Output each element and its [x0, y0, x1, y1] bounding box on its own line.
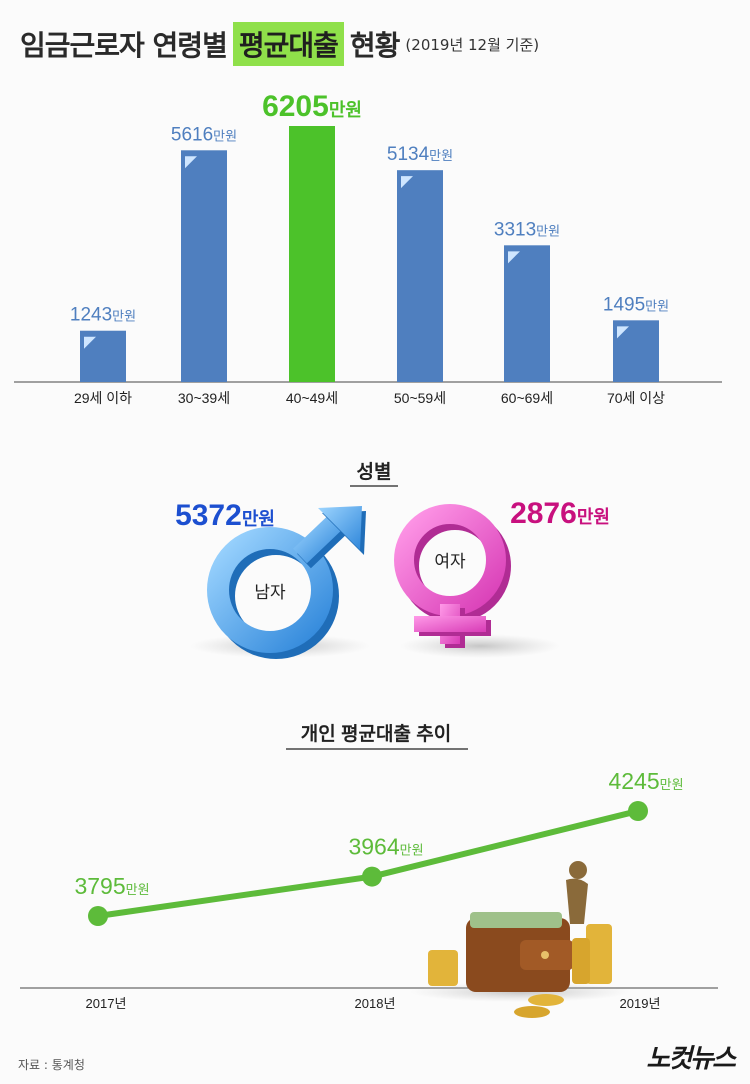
coin-stack-icon [428, 924, 612, 1018]
male-value-label: 5372만원 [175, 499, 275, 532]
news-logo: 노컷뉴스 [646, 1044, 736, 1074]
x-tick-label-1: 30~39세 [178, 390, 230, 406]
title-note: (2019년 12월 기준) [405, 35, 540, 54]
bar-shine-0 [84, 336, 96, 349]
trend-x-label-2: 2019년 [620, 996, 661, 1011]
title-suffix: 현황 [349, 29, 401, 62]
trend-value-label-0: 3795만원 [74, 873, 149, 899]
bar-shine-1 [185, 156, 197, 169]
trend-chart: 개인 평균대출 추이 3795만원 2017년 3964만원 2018년 4245만원 20… [20, 723, 718, 1011]
gender-title: 성별 [357, 461, 392, 483]
trend-point-0 [88, 906, 108, 926]
wallet-icon [466, 918, 570, 992]
bar-2 [289, 126, 335, 382]
bar-value-label-2: 6205만원 [262, 90, 362, 123]
female-value-label: 2876만원 [510, 497, 610, 530]
bar-1 [181, 150, 227, 382]
female-label: 여자 [434, 552, 466, 571]
x-tick-label-2: 40~49세 [286, 390, 338, 406]
trend-point-2 [628, 801, 648, 821]
trend-line [95, 808, 641, 919]
bar-shine-4 [508, 251, 520, 264]
bar-value-label-5: 1495만원 [603, 294, 669, 315]
title-highlight: 평균대출 [232, 22, 344, 66]
title-prefix: 임금근로자 연령별 [20, 29, 228, 62]
bar-value-label-3: 5134만원 [387, 144, 453, 165]
female-symbol-icon [394, 504, 511, 648]
bar-3 [397, 170, 443, 382]
person-icon [566, 861, 588, 924]
trend-x-label-1: 2018년 [355, 996, 396, 1011]
x-tick-label-5: 70세 이상 [607, 390, 665, 406]
bar-4 [504, 245, 550, 382]
male-symbol-icon [207, 506, 366, 659]
female-shadow [400, 634, 560, 658]
trend-value-label-2: 4245만원 [608, 768, 683, 794]
trend-title: 개인 평균대출 추이 [301, 723, 451, 745]
trend-x-label-0: 2017년 [86, 996, 127, 1011]
page-title: 임금근로자 연령별 평균대출 현황 (2019년 12월 기준) [20, 14, 539, 74]
x-tick-label-3: 50~59세 [394, 390, 446, 406]
x-tick-label-0: 29세 이하 [74, 390, 132, 406]
trend-point-1 [362, 866, 382, 887]
trend-value-label-1: 3964만원 [348, 834, 423, 860]
bar-value-label-4: 3313만원 [494, 219, 560, 240]
bar-shine-3 [401, 176, 413, 189]
x-tick-label-4: 60~69세 [501, 390, 553, 406]
wallet-illustration [410, 861, 630, 1018]
bar-value-label-1: 5616만원 [171, 124, 237, 145]
source-note: 자료 : 통계청 [18, 1058, 85, 1072]
male-label: 남자 [254, 583, 286, 602]
bar-shine-5 [617, 326, 629, 339]
bar-value-label-0: 1243만원 [70, 305, 136, 326]
